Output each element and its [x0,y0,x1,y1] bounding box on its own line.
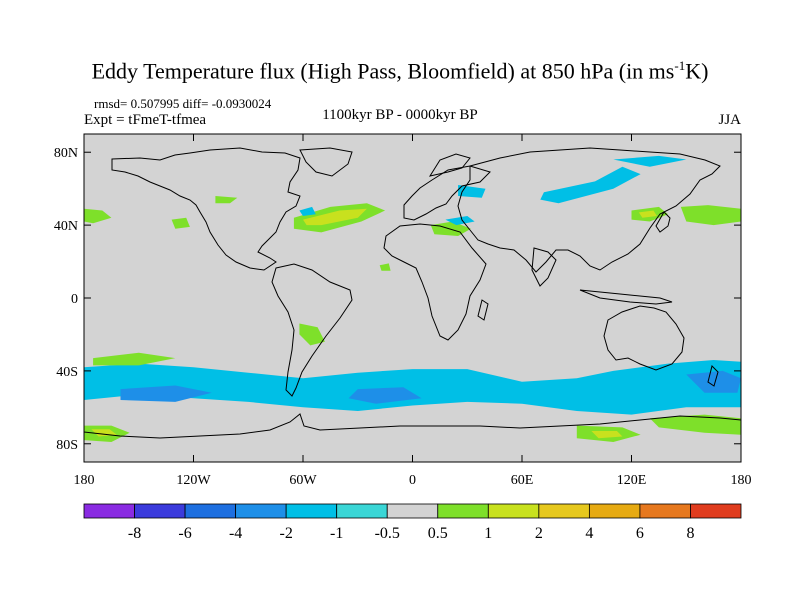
coastline-madagascar [477,299,489,321]
region-north-atlantic-yellow [303,208,367,226]
colorbar: -8 -6 -4 -2 -1 -0.5 0.5 1 2 4 6 8 [83,503,742,542]
y-tick-label-0: 80N [54,146,78,161]
coastline-africa [383,223,487,341]
colorbar-swatch-7 [437,503,489,519]
coastline-north-america [111,147,301,271]
colorbar-swatch-6 [386,503,439,519]
colorbar-swatch-8 [487,503,540,519]
y-tick-label-1: 40N [54,219,78,234]
colorbar-label-8: 2 [535,525,543,542]
region-south-pacific-green [93,352,176,366]
region-southern-ocean-blue-cell-1 [120,385,212,402]
colorbar-swatch-5 [336,503,388,519]
colorbar-swatch-12 [690,503,742,519]
period-label: 1100kyr BP - 0000kyr BP [322,107,478,123]
region-antarctic-coast-green-3 [649,414,741,435]
y-tick-label-2: 0 [71,292,78,307]
colorbar-label-11: 8 [686,525,694,542]
coastline-indonesia [579,289,673,305]
colorbar-swatch-3 [235,503,287,519]
stats-text: rmsd= 0.507995 diff= -0.0930024 [94,96,272,111]
x-tick-label-1: 120W [176,473,211,488]
coastline-india [531,247,557,287]
latitude-ticks: 80N 40N 0 40S 80S [54,146,741,453]
x-tick-label-5: 120E [617,473,647,488]
region-north-pacific-green-west [84,208,112,224]
coastline-new-zealand [707,365,719,387]
colorbar-label-0: -8 [128,525,141,542]
x-tick-label-3: 0 [409,473,416,488]
colorbar-label-1: -6 [178,525,191,542]
colorbar-swatch-0 [83,503,135,519]
region-sahara-green [379,263,391,271]
x-tick-label-2: 60W [289,473,317,488]
colorbar-label-3: -2 [279,525,292,542]
title-superscript: -1 [674,58,686,73]
experiment-label: Expt = tFmeT-tfmea [84,112,207,128]
y-tick-label-3: 40S [56,365,78,380]
y-tick-label-4: 80S [56,438,78,453]
region-antarctic-coast-yellow-2 [591,431,623,439]
colorbar-swatch-2 [184,503,237,519]
x-tick-label-4: 60E [511,473,534,488]
flux-anomaly-regions [84,155,741,442]
region-newfoundland-cyan [299,206,316,216]
colorbar-label-4: -1 [330,525,343,542]
title-main: Eddy Temperature flux (High Pass, Bloomf… [91,58,675,84]
coastline-australia [603,305,685,371]
region-north-pacific-green-east [680,205,741,226]
x-tick-label-0: 180 [74,473,95,488]
coastline-asia [457,147,721,273]
coastline-scandinavia [428,153,471,177]
colorbar-label-10: 6 [636,525,644,542]
colorbar-swatch-9 [538,503,590,519]
region-southern-ocean-blue-cell-3 [686,370,741,393]
coastlines [84,147,741,439]
colorbar-label-7: 1 [484,525,492,542]
longitude-ticks: 180 120W 60W 0 60E 120E 180 [74,134,752,488]
region-europe-cyan [445,216,475,226]
x-tick-label-6: 180 [731,473,752,488]
colorbar-label-5: -0.5 [375,525,400,542]
coastline-greenland [299,147,353,177]
region-southern-ocean-blue-cell-2 [348,387,422,404]
region-russia-cyan-band [540,166,641,204]
title-end: K) [685,58,709,84]
region-arctic-cyan [613,155,687,167]
colorbar-swatch-1 [134,503,186,519]
region-east-asia-yellow [638,210,657,218]
coastline-japan [655,211,671,233]
region-southern-ocean-band-main [84,360,741,415]
coastline-south-america [271,263,353,397]
region-west-us-green [171,217,190,229]
colorbar-label-2: -4 [229,525,242,542]
region-south-america-green [299,323,325,346]
colorbar-swatch-4 [285,503,338,519]
plot-title: Eddy Temperature flux (High Pass, Bloomf… [0,58,800,84]
coastline-europe [403,165,491,221]
colorbar-swatch-11 [639,503,691,519]
region-canada-green [215,196,238,204]
colorbar-swatch-10 [588,503,641,519]
colorbar-label-6: 0.5 [428,525,448,542]
colorbar-label-9: 4 [585,525,593,542]
coastline-antarctica [84,413,741,439]
season-label: JJA [718,112,741,128]
